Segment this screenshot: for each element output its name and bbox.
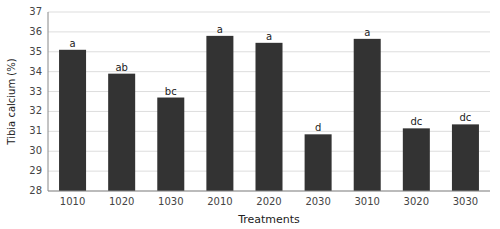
x-tick-label: 3030: [453, 196, 478, 207]
bar: [206, 36, 233, 191]
bar: [452, 124, 479, 191]
y-tick-label: 31: [29, 125, 42, 136]
annotation: ab: [115, 62, 127, 73]
annotation: a: [69, 38, 75, 49]
annotation: dc: [460, 112, 472, 123]
annotation: dc: [410, 116, 422, 127]
x-tick-label: 2020: [256, 196, 281, 207]
y-axis-line: [48, 12, 49, 191]
grid-line: [48, 12, 490, 13]
y-tick-label: 30: [29, 145, 42, 156]
chart: 28 29 30 31 32 33 34 35 36 37 a ab bc a a d a dc dc 1010 102…: [0, 0, 500, 229]
x-tick-label: 2030: [305, 196, 330, 207]
annotation: a: [217, 24, 223, 35]
grid-line: [48, 191, 490, 192]
y-tick-label: 35: [29, 46, 42, 57]
y-axis-title: Tibia calcium (%): [6, 58, 17, 145]
y-tick-label: 34: [29, 66, 42, 77]
bar: [305, 134, 332, 191]
bar: [403, 128, 430, 191]
bar: [157, 98, 184, 191]
x-tick-label: 1010: [60, 196, 85, 207]
annotation: d: [315, 122, 321, 133]
annotation: a: [266, 31, 272, 42]
x-tick-label: 1020: [109, 196, 134, 207]
x-axis-line: [48, 191, 490, 192]
y-tick-label: 37: [29, 6, 42, 17]
bar: [255, 43, 282, 191]
grid: [48, 12, 490, 191]
bar: [108, 74, 135, 191]
y-tick-label: 32: [29, 105, 42, 116]
bar: [59, 50, 86, 191]
y-tick-label: 36: [29, 26, 42, 37]
y-tick-label: 33: [29, 86, 42, 97]
annotation: a: [364, 27, 370, 38]
x-axis-title: Treatments: [237, 213, 300, 226]
x-tick-label: 2010: [207, 196, 232, 207]
x-tick-label: 1030: [158, 196, 183, 207]
bar: [354, 39, 381, 191]
y-tick-label: 28: [29, 185, 42, 196]
y-tick-label: 29: [29, 165, 42, 176]
x-tick-label: 3020: [404, 196, 429, 207]
annotation: bc: [165, 86, 177, 97]
bars: [59, 36, 479, 191]
x-tick-label: 3010: [354, 196, 379, 207]
